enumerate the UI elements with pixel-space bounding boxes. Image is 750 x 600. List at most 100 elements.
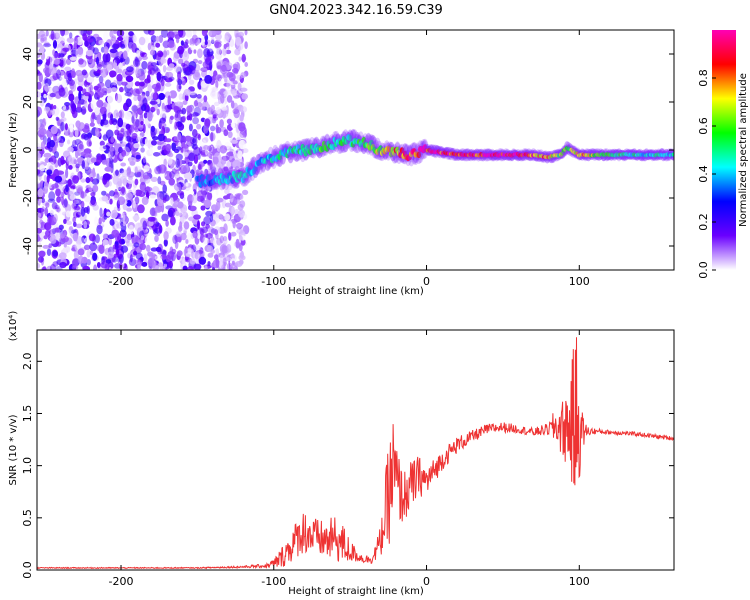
- heatmap-noise-cell: [212, 87, 219, 92]
- heatmap-ridge-halo: [254, 163, 260, 176]
- heatmap-noise-cell: [37, 183, 43, 189]
- heatmap-noise-cell: [132, 34, 137, 43]
- heatmap-noise-cell: [156, 108, 160, 116]
- heatmap-noise-cell: [190, 44, 195, 51]
- heatmap-noise-cell: [139, 181, 147, 192]
- heatmap-noise-cell: [42, 36, 48, 43]
- heatmap-noise-cell: [100, 261, 109, 269]
- heatmap-noise-cell: [66, 58, 71, 65]
- heatmap-noise-cell: [155, 35, 160, 43]
- heatmap-noise-cell: [208, 146, 217, 156]
- heatmap-noise-cell: [54, 227, 60, 233]
- heatmap-noise-cell: [133, 95, 138, 101]
- heatmap-noise-cell: [173, 54, 179, 62]
- heatmap-noise-cell: [136, 50, 141, 58]
- heatmap-noise-cell: [116, 181, 122, 191]
- heatmap-ridge-cell: [225, 178, 231, 185]
- heatmap-noise-cell: [119, 176, 128, 184]
- heatmap-noise-cells: [37, 30, 250, 270]
- heatmap-noise-cell: [210, 125, 216, 132]
- heatmap-noise-cell: [115, 249, 120, 256]
- heatmap-ridge-halo: [257, 162, 263, 175]
- heatmap-noise-cell: [150, 62, 158, 67]
- heatmap-noise-cell: [241, 53, 246, 63]
- heatmap-noise-cell: [63, 218, 67, 224]
- heatmap-noise-cell: [216, 47, 222, 55]
- heatmap-noise-cell: [239, 114, 244, 122]
- heatmap-noise-cell: [107, 261, 114, 270]
- heatmap-noise-cell: [188, 152, 196, 162]
- heatmap-noise-cell: [94, 106, 100, 116]
- heatmap-noise-cell: [220, 109, 229, 119]
- heatmap-noise-cell: [207, 252, 214, 258]
- heatmap-noise-cell: [117, 255, 121, 264]
- heatmap-noise-cell: [192, 138, 197, 144]
- heatmap-noise-cell: [77, 46, 84, 55]
- heatmap-noise-cell: [162, 50, 168, 58]
- heatmap-noise-cell: [223, 43, 227, 50]
- heatmap-noise-cell: [54, 205, 60, 210]
- heatmap-ridge-halo: [370, 135, 377, 148]
- heatmap-noise-cell: [91, 112, 96, 120]
- heatmap-noise-cell: [143, 165, 150, 172]
- heatmap-noise-cell: [184, 145, 189, 154]
- colorbar-tick-label: 0.0: [697, 261, 710, 279]
- heatmap-noise-cell: [161, 213, 169, 222]
- heatmap-noise-cell: [226, 118, 232, 125]
- heatmap-noise-cell: [143, 112, 148, 119]
- heatmap-ridge-halo: [272, 144, 279, 157]
- heatmap-noise-cell: [158, 92, 165, 101]
- heatmap-noise-cell: [80, 190, 85, 199]
- heatmap-noise-cell: [140, 121, 144, 125]
- heatmap-noise-cell: [126, 200, 132, 207]
- heatmap-noise-cell: [193, 146, 201, 156]
- heatmap-noise-cell: [92, 65, 98, 72]
- heatmap-noise-cell: [77, 79, 85, 87]
- heatmap-noise-cell: [146, 112, 154, 119]
- heatmap-noise-cell: [44, 157, 50, 163]
- heatmap-noise-cell: [189, 79, 195, 85]
- heatmap-noise-cell: [83, 244, 91, 250]
- heatmap-noise-cell: [162, 197, 167, 203]
- heatmap-noise-cell: [163, 263, 167, 268]
- heatmap-noise-cell: [58, 210, 65, 215]
- heatmap-noise-cell: [115, 103, 122, 110]
- heatmap-noise-cell: [88, 168, 94, 174]
- heatmap-noise-cell: [237, 203, 244, 211]
- heatmap-noise-cell: [108, 237, 112, 246]
- heatmap-noise-cell: [193, 245, 202, 251]
- heatmap-noise-cell: [37, 188, 44, 198]
- heatmap-noise-cell: [204, 265, 208, 270]
- heatmap-noise-cell: [125, 35, 129, 46]
- heatmap-noise-cell: [70, 68, 76, 78]
- heatmap-noise-cell: [46, 248, 52, 256]
- heatmap-noise-cell: [101, 190, 107, 196]
- colorbar-gradient: [712, 30, 736, 270]
- heatmap-noise-cell: [37, 71, 42, 76]
- heatmap-noise-cell: [163, 238, 168, 247]
- heatmap-noise-cell: [211, 30, 217, 35]
- heatmap-noise-cell: [42, 84, 49, 94]
- heatmap-noise-cell: [110, 136, 115, 143]
- heatmap-noise-cell: [187, 161, 193, 167]
- heatmap-noise-cell: [37, 59, 43, 65]
- heatmap-noise-cell: [117, 254, 123, 260]
- heatmap-noise-cell: [96, 56, 99, 65]
- colorbar: 0.0 0.2 0.4 0.6 0.8 Normalized spectral ampl…: [697, 30, 749, 279]
- heatmap-noise-cell: [153, 229, 159, 235]
- heatmap-noise-cell: [134, 81, 141, 87]
- heatmap-noise-cell: [50, 109, 55, 116]
- heatmap-noise-cell: [193, 263, 202, 270]
- heatmap-noise-cell: [226, 243, 231, 253]
- heatmap-noise-cell: [194, 251, 199, 260]
- heatmap-noise-cell: [99, 140, 105, 147]
- heatmap-noise-cell: [57, 47, 62, 53]
- heatmap-noise-cell: [191, 143, 195, 149]
- heatmap-noise-cell: [149, 49, 156, 56]
- heatmap-noise-cell: [106, 211, 111, 217]
- heatmap-noise-cell: [102, 173, 111, 181]
- heatmap-noise-cell: [96, 155, 102, 165]
- heatmap-ridge-halo: [264, 159, 271, 172]
- heatmap-noise-cell: [140, 235, 145, 241]
- heatmap-noise-cell: [39, 99, 45, 107]
